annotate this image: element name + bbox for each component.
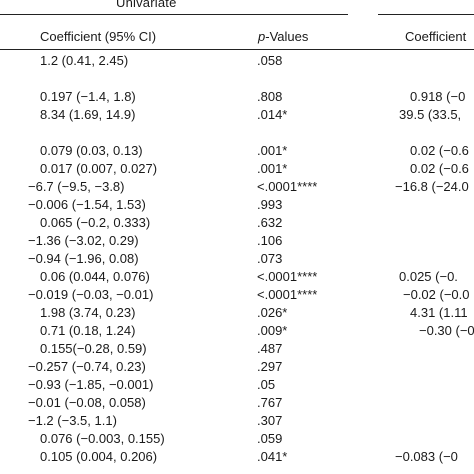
p-value-cell: .026* xyxy=(257,305,288,320)
coef-cell: −0.94 (−1.96, 0.08) xyxy=(28,251,139,266)
coef-cell: −1.2 (−3.5, 1.1) xyxy=(28,413,117,428)
coef-cell: 0.71 (0.18, 1.24) xyxy=(40,323,136,338)
coef-cell: 0.197 (−1.4, 1.8) xyxy=(40,89,136,104)
table-row: −1.36 (−3.02, 0.29) .106 xyxy=(0,233,474,250)
p-value-cell: <.0001**** xyxy=(257,179,318,194)
coef-cell: −0.019 (−0.03, −0.01) xyxy=(28,287,154,302)
coef-cell: −0.257 (−0.74, 0.23) xyxy=(28,359,146,374)
right-coef-cell: 0.025 (−0. xyxy=(399,269,458,284)
right-coef-cell: −0.30 (−0.4 xyxy=(419,323,474,338)
coef-cell: 0.155(−0.28, 0.59) xyxy=(40,341,147,356)
p-value-cell: .05 xyxy=(257,377,276,392)
group-rule-right xyxy=(378,14,474,15)
table-row: 8.34 (1.69, 14.9) .014* 39.5 (33.5, xyxy=(0,107,474,124)
p-value-cell: .297 xyxy=(257,359,283,374)
p-value-cell: .009* xyxy=(257,323,288,338)
table-row: −1.2 (−3.5, 1.1) .307 xyxy=(0,413,474,430)
table-row: 0.017 (0.007, 0.027) .001* 0.02 (−0.6 xyxy=(0,161,474,178)
p-value-cell: .106 xyxy=(257,233,283,248)
column-header-coefficient-right: Coefficient xyxy=(405,29,467,44)
coef-cell: 0.017 (0.007, 0.027) xyxy=(40,161,158,176)
table-row: 0.71 (0.18, 1.24) .009* −0.30 (−0.4 xyxy=(0,323,474,340)
table-row: 1.2 (0.41, 2.45) .058 xyxy=(0,53,474,70)
coef-cell: 1.2 (0.41, 2.45) xyxy=(40,53,129,68)
table-row: 0.105 (0.004, 0.206) .041* −0.083 (−0 xyxy=(0,449,474,466)
p-value-cell: .632 xyxy=(257,215,283,230)
group-rule-left xyxy=(0,14,348,15)
coef-cell: −0.93 (−1.85, −0.001) xyxy=(28,377,154,392)
p-value-cell: .059 xyxy=(257,431,283,446)
coef-cell: −1.36 (−3.02, 0.29) xyxy=(28,233,139,248)
coef-cell: 0.079 (0.03, 0.13) xyxy=(40,143,143,158)
coef-cell: 0.06 (0.044, 0.076) xyxy=(40,269,150,284)
column-header-p-values: p-Values xyxy=(258,29,308,44)
table-row: 0.197 (−1.4, 1.8) .808 0.918 (−0 xyxy=(0,89,474,106)
table-row: −0.94 (−1.96, 0.08) .073 xyxy=(0,251,474,268)
group-header-univariate: Univariate xyxy=(116,0,177,10)
right-coef-cell: 4.31 (1.11 xyxy=(410,305,468,320)
table-row: −0.006 (−1.54, 1.53) .993 xyxy=(0,197,474,214)
right-coef-cell: 0.02 (−0.6 xyxy=(410,161,469,176)
table-row: 0.155(−0.28, 0.59) .487 xyxy=(0,341,474,358)
table-row: 0.065 (−0.2, 0.333) .632 xyxy=(0,215,474,232)
right-coef-cell: 0.02 (−0.6 xyxy=(410,143,469,158)
p-value-cell: .041* xyxy=(257,449,288,464)
table-row: 0.076 (−0.003, 0.155) .059 xyxy=(0,431,474,448)
table-row: 0.06 (0.044, 0.076) <.0001**** 0.025 (−0… xyxy=(0,269,474,286)
table-row: −0.019 (−0.03, −0.01) <.0001**** −0.02 (… xyxy=(0,287,474,304)
p-value-cell: .993 xyxy=(257,197,283,212)
table-row: −6.7 (−9.5, −3.8) <.0001**** −16.8 (−24.… xyxy=(0,179,474,196)
coef-cell: 0.065 (−0.2, 0.333) xyxy=(40,215,151,230)
p-rest: -Values xyxy=(265,29,309,44)
coef-cell: −6.7 (−9.5, −3.8) xyxy=(28,179,125,194)
p-letter: p xyxy=(258,29,266,44)
p-value-cell: .487 xyxy=(257,341,283,356)
right-coef-cell: −0.02 (−0.0 xyxy=(403,287,470,302)
p-value-cell: .001* xyxy=(257,161,288,176)
p-value-cell: .058 xyxy=(257,53,283,68)
column-header-coefficient: Coefficient (95% CI) xyxy=(40,29,157,44)
right-coef-cell: 39.5 (33.5, xyxy=(399,107,462,122)
p-value-cell: <.0001**** xyxy=(257,287,318,302)
table-row: −0.257 (−0.74, 0.23) .297 xyxy=(0,359,474,376)
p-value-cell: .001* xyxy=(257,143,288,158)
coef-cell: 0.105 (0.004, 0.206) xyxy=(40,449,158,464)
header-rule xyxy=(0,49,474,50)
coef-cell: 0.076 (−0.003, 0.155) xyxy=(40,431,165,446)
table-row: −0.93 (−1.85, −0.001) .05 xyxy=(0,377,474,394)
p-value-cell: .073 xyxy=(257,251,283,266)
p-value-cell: .307 xyxy=(257,413,283,428)
coef-cell: −0.006 (−1.54, 1.53) xyxy=(28,197,146,212)
p-value-cell: .014* xyxy=(257,107,288,122)
right-coef-cell: 0.918 (−0 xyxy=(410,89,466,104)
table-row: 1.98 (3.74, 0.23) .026* 4.31 (1.11 xyxy=(0,305,474,322)
p-value-cell: <.0001**** xyxy=(257,269,318,284)
table-row: −0.01 (−0.08, 0.058) .767 xyxy=(0,395,474,412)
coef-cell: −0.01 (−0.08, 0.058) xyxy=(28,395,146,410)
coef-cell: 8.34 (1.69, 14.9) xyxy=(40,107,136,122)
right-coef-cell: −16.8 (−24.0 xyxy=(395,179,469,194)
table-row: 0.079 (0.03, 0.13) .001* 0.02 (−0.6 xyxy=(0,143,474,160)
right-coef-cell: −0.083 (−0 xyxy=(395,449,458,464)
coef-cell: 1.98 (3.74, 0.23) xyxy=(40,305,136,320)
p-value-cell: .808 xyxy=(257,89,283,104)
p-value-cell: .767 xyxy=(257,395,283,410)
